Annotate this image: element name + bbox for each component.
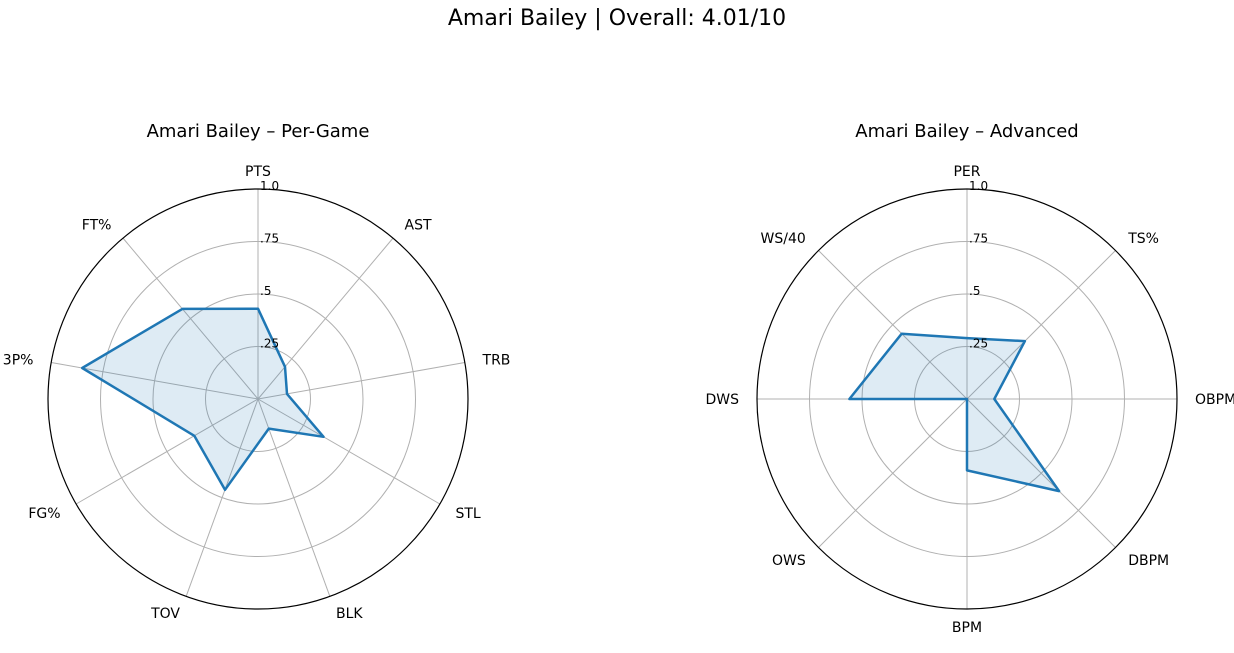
category-label: WS/40 xyxy=(761,231,806,247)
spoke-line xyxy=(966,250,1116,400)
spoke-line xyxy=(257,398,331,597)
spoke-line xyxy=(75,398,259,505)
chart-title: Amari Bailey – Advanced xyxy=(855,121,1078,142)
chart-title: Amari Bailey – Per-Game xyxy=(147,121,370,142)
radial-tick-label: 1.0 xyxy=(969,179,988,193)
category-label: TRB xyxy=(482,352,511,368)
category-label: 3P% xyxy=(3,352,34,368)
outer-frame xyxy=(756,188,1178,610)
category-label: AST xyxy=(405,217,432,233)
category-label: BPM xyxy=(952,620,982,636)
category-label: DBPM xyxy=(1128,553,1169,569)
spoke-line xyxy=(51,362,259,400)
series-area xyxy=(82,308,324,490)
spoke-line xyxy=(122,237,259,400)
category-label: DWS xyxy=(705,392,739,408)
spoke-line xyxy=(257,237,394,400)
radial-tick-label: .5 xyxy=(260,284,271,298)
category-label: STL xyxy=(455,506,480,522)
radial-tick-label: .25 xyxy=(969,337,988,351)
series-line xyxy=(80,307,325,492)
outer-frame xyxy=(47,188,469,610)
spoke-line xyxy=(257,398,441,505)
spoke-line xyxy=(257,362,465,400)
spoke-line xyxy=(966,398,1116,548)
radial-tick-label: 1.0 xyxy=(260,179,279,193)
spoke-line xyxy=(185,398,259,597)
category-label: FT% xyxy=(82,217,112,233)
series-line xyxy=(848,332,1061,493)
category-label: BLK xyxy=(336,606,363,622)
category-label: OWS xyxy=(772,553,806,569)
category-label: PTS xyxy=(245,164,271,180)
spoke-line xyxy=(818,398,968,548)
category-label: TOV xyxy=(150,606,180,622)
radial-tick-label: .75 xyxy=(260,232,279,246)
figure-title: Amari Bailey | Overall: 4.01/10 xyxy=(447,6,787,31)
spoke-line xyxy=(818,250,968,400)
radial-tick-label: .5 xyxy=(969,284,980,298)
category-label: TS% xyxy=(1127,231,1159,247)
category-label: PER xyxy=(953,164,980,180)
radial-tick-label: .25 xyxy=(260,337,279,351)
category-label: OBPM xyxy=(1195,392,1234,408)
category-label: FG% xyxy=(28,506,60,522)
radial-tick-label: .75 xyxy=(969,232,988,246)
